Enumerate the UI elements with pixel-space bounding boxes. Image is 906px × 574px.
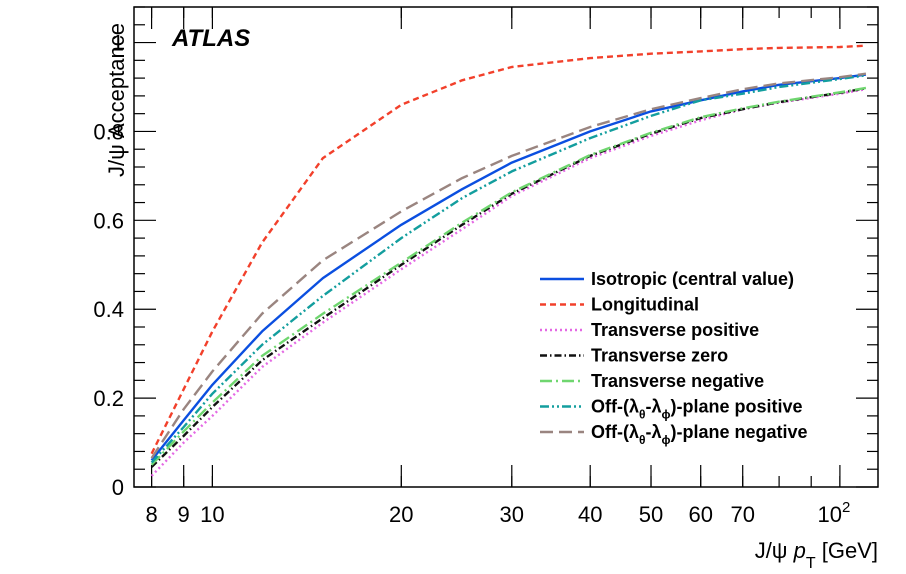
x-tick-label-base: 8: [145, 502, 157, 527]
series-line: [150, 72, 867, 459]
y-tick-label: 1: [112, 31, 124, 56]
series-line: [150, 73, 867, 462]
x-tick-label: 102: [817, 499, 850, 527]
x-tick-label-base: 9: [178, 502, 190, 527]
x-tick-label-base: 30: [500, 502, 524, 527]
x-tick-label: 9: [178, 502, 190, 527]
atlas-label: ATLAS: [171, 25, 250, 52]
x-tick-label-base: 20: [389, 502, 413, 527]
x-tick-label-exponent: 2: [842, 499, 850, 516]
legend-entry-part: ϕ: [662, 433, 671, 447]
x-tick-label: 60: [688, 502, 712, 527]
series-lines: [150, 44, 867, 477]
y-axis-title: J/ψ Acceptance: [104, 23, 129, 177]
y-tick-label: 0: [112, 475, 124, 500]
legend-entry: Transverse positive: [591, 320, 759, 340]
x-axis-title: J/ψ pT [GeV]: [755, 538, 878, 572]
series-line: [150, 74, 867, 464]
x-axis-title-prefix: J/ψ: [755, 538, 794, 563]
x-tick-label-base: 10: [200, 502, 224, 527]
legend-entry: Longitudinal: [591, 295, 699, 315]
plot-frame: [133, 6, 879, 488]
series-line: [150, 44, 866, 455]
legend-entry-part: θ: [639, 433, 646, 447]
legend-entry-part: -λ: [646, 422, 662, 442]
x-axis-title-p: p: [793, 538, 806, 563]
x-axis-title-units: [GeV]: [816, 538, 878, 563]
legend-entry-part: )-plane negative: [671, 422, 808, 442]
x-tick-label-base: 70: [730, 502, 754, 527]
legend: Isotropic (central value) Longitudinal Tra…: [540, 269, 808, 447]
y-tick-label: 0.8: [93, 119, 124, 144]
y-tick-labels: 0 0.2 0.4 0.6 0.8 1: [93, 31, 124, 500]
axis-ticks: [134, 6, 878, 488]
x-tick-labels: 8 9 10 20 30 40 50 60 70 102: [145, 499, 850, 527]
x-tick-label: 8: [145, 502, 157, 527]
x-tick-label-base: 60: [688, 502, 712, 527]
legend-entry-part: ϕ: [662, 408, 671, 422]
legend-entry-part: -λ: [646, 397, 662, 417]
x-tick-label: 20: [389, 502, 413, 527]
legend-entry-part: )-plane positive: [671, 397, 803, 417]
series-line: [150, 87, 867, 468]
x-tick-label-base: 40: [578, 502, 602, 527]
x-axis-title-subscript: T: [806, 555, 816, 572]
x-tick-label: 30: [500, 502, 524, 527]
legend-entry: Transverse zero: [591, 346, 728, 366]
y-tick-label: 0.2: [93, 386, 124, 411]
legend-entry: Off-(λθ-λϕ)-plane positive: [591, 397, 803, 422]
legend-entry-part: θ: [639, 408, 646, 422]
legend-entry-part: Off-(λ: [591, 397, 639, 417]
legend-entry-part: Off-(λ: [591, 422, 639, 442]
legend-entry: Transverse negative: [591, 371, 764, 391]
x-tick-label-base: 10: [817, 502, 841, 527]
y-tick-label: 0.6: [93, 208, 124, 233]
x-tick-label: 40: [578, 502, 602, 527]
legend-entry: Isotropic (central value): [591, 269, 794, 289]
x-tick-label: 50: [639, 502, 663, 527]
legend-entry: Off-(λθ-λϕ)-plane negative: [591, 422, 808, 447]
x-tick-label: 70: [730, 502, 754, 527]
y-tick-label: 0.4: [93, 297, 124, 322]
x-tick-label-base: 50: [639, 502, 663, 527]
x-tick-label: 10: [200, 502, 224, 527]
